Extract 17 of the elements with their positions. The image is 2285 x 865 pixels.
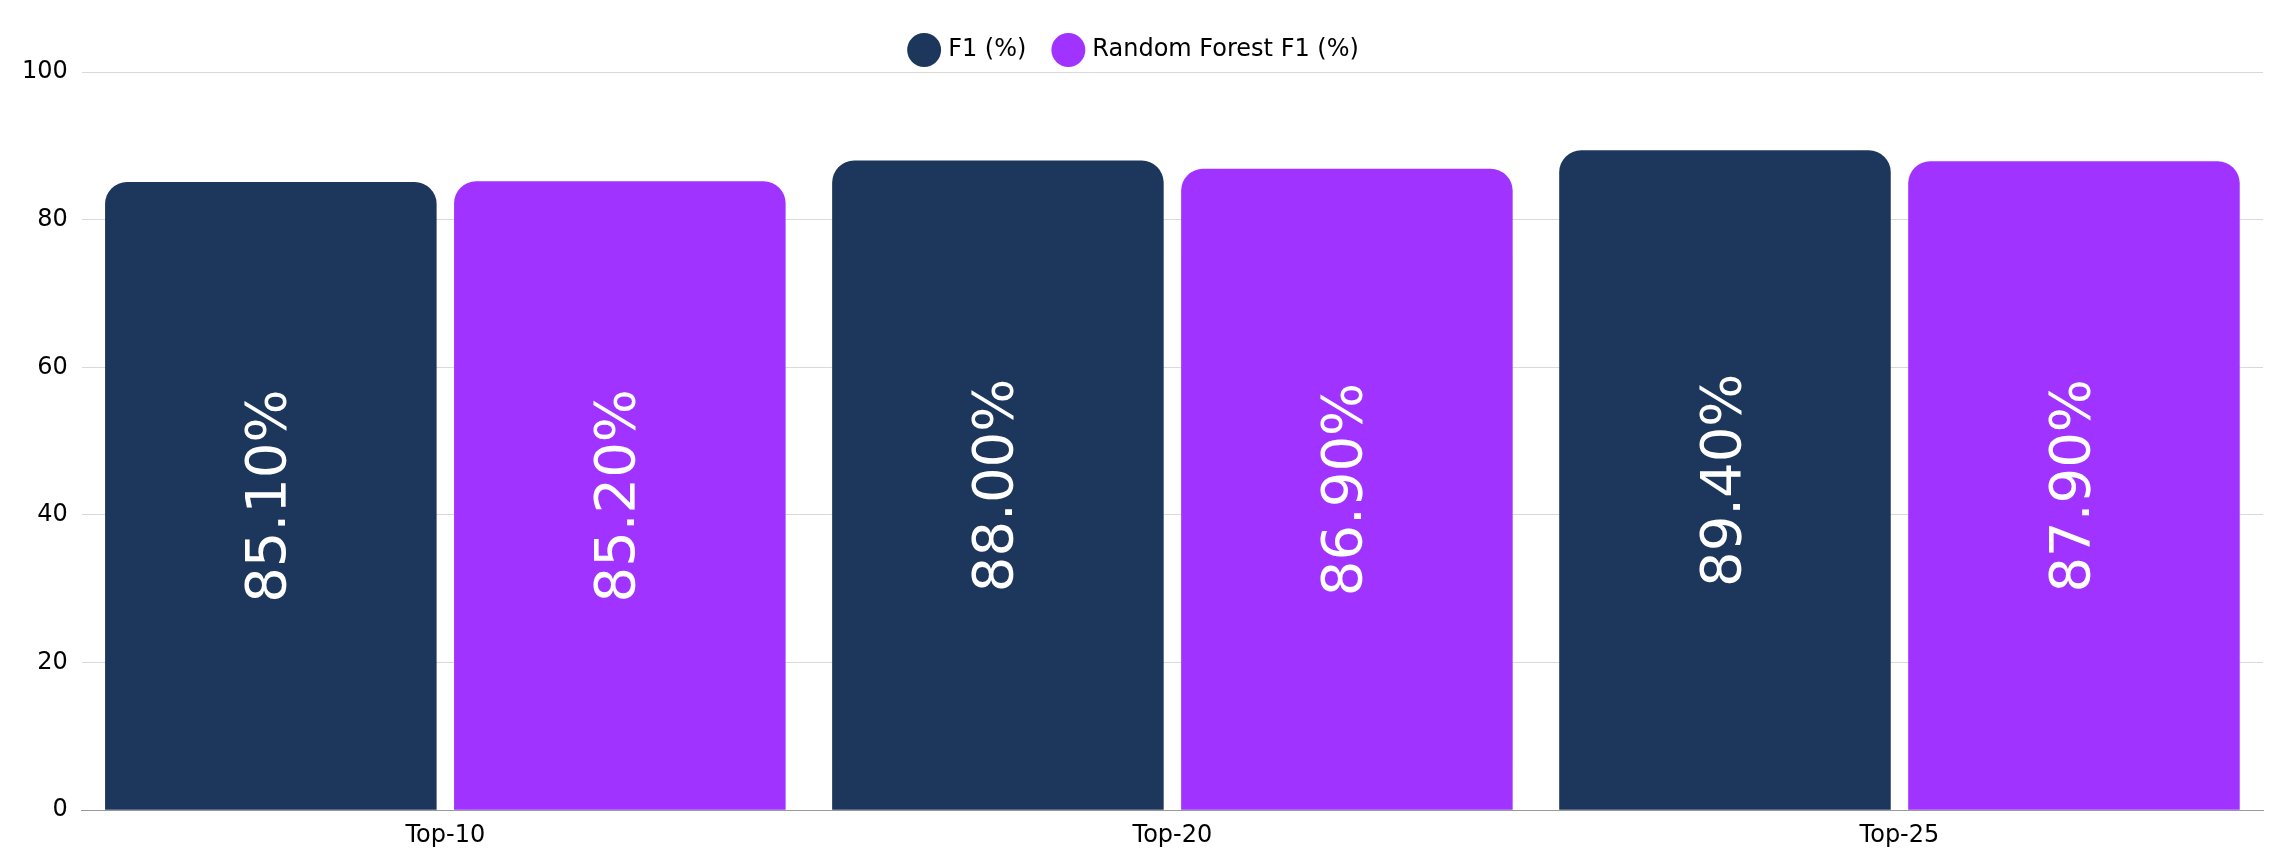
- y-tick-label: 20: [37, 646, 68, 675]
- data-label: 87.90%: [2036, 379, 2102, 593]
- data-label: 88.00%: [960, 378, 1026, 593]
- x-tick-label: Top-10: [404, 819, 486, 848]
- y-tick-label: 60: [37, 351, 68, 380]
- y-tick-label: 40: [37, 499, 68, 528]
- y-tick-label: 0: [52, 794, 68, 823]
- y-tick-label: 80: [37, 203, 68, 232]
- legend-label: F1 (%): [948, 34, 1027, 63]
- y-tick-label: 100: [22, 56, 68, 85]
- x-tick-label: Top-25: [1858, 819, 1940, 848]
- data-label: 85.20%: [582, 388, 648, 603]
- data-label: 86.90%: [1309, 382, 1375, 597]
- data-label: 85.10%: [233, 389, 299, 603]
- data-label: 89.40%: [1687, 373, 1753, 587]
- legend-label: Random Forest F1 (%): [1092, 34, 1359, 63]
- x-tick-label: Top-20: [1131, 819, 1213, 848]
